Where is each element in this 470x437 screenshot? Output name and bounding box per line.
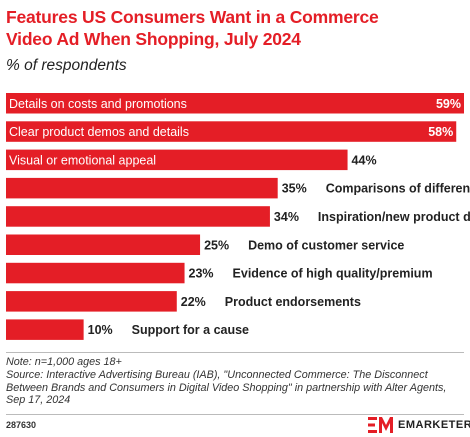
note-line: Sep 17, 2024 <box>6 394 71 407</box>
bar-chart: Details on costs and promotions 59% Clear … <box>6 93 470 340</box>
bar-value-label: 22% <box>181 295 206 309</box>
chart-id: 287630 <box>6 420 37 430</box>
bar-category-label: Evidence of high quality/premium <box>233 267 433 281</box>
bar-category-label: Inspiration/new product discovery <box>318 210 470 224</box>
chart-subtitle: % of respondents <box>6 57 127 74</box>
bar-group: 35% Comparisons of different products <box>6 177 470 199</box>
bar-value-label: 59% <box>436 97 461 111</box>
note-line: Note: n=1,000 ages 18+ <box>6 356 122 368</box>
bar-category-label: Product endorsements <box>225 295 361 309</box>
chart-title-line-2: Video Ad When Shopping, July 2024 <box>6 29 301 49</box>
brand-name: EMARKETER <box>398 419 470 431</box>
bar-value-label: 35% <box>282 182 307 196</box>
bar-group: 22% Product endorsements <box>6 291 361 312</box>
bar-value-label: 23% <box>189 267 214 281</box>
bar <box>6 291 177 312</box>
note-line: Source: Interactive Advertising Bureau (… <box>6 368 428 381</box>
bar <box>6 149 348 171</box>
footer-divider <box>6 352 464 353</box>
bar-group: Details on costs and promotions 59% <box>6 93 464 114</box>
bar-category-label: Comparisons of different products <box>326 182 470 196</box>
bar-group: 10% Support for a cause <box>6 319 249 340</box>
bar-category-label: Demo of customer service <box>248 238 404 252</box>
bar <box>6 121 457 142</box>
bar <box>6 262 185 284</box>
brand-lockup: EMARKETER <box>368 416 470 434</box>
emarketer-logo-icon <box>368 417 393 433</box>
bar-category-label: Visual or emotional appeal <box>9 153 156 167</box>
bar-category-label: Support for a cause <box>132 323 249 337</box>
bar-group: 34% Inspiration/new product discovery <box>6 206 470 227</box>
bar <box>6 206 270 227</box>
bar-value-label: 58% <box>428 125 453 139</box>
bar <box>6 93 464 114</box>
bar-value-label: 10% <box>88 323 113 337</box>
bar-group: 25% Demo of customer service <box>6 234 404 255</box>
chart-title-line-1: Features US Consumers Want in a Commerce <box>6 7 379 27</box>
chart-title: Features US Consumers Want in a Commerce… <box>6 6 466 50</box>
bar <box>6 234 201 255</box>
source-note: Note: n=1,000 ages 18+ Source: Interacti… <box>6 356 466 407</box>
bar-value-label: 25% <box>204 238 229 252</box>
bar <box>6 319 84 340</box>
bottom-divider <box>6 414 464 415</box>
bar-group: Clear product demos and details 58% <box>6 121 457 142</box>
bar-category-label: Details on costs and promotions <box>9 97 187 111</box>
bar-group: Visual or emotional appeal 44% <box>6 149 377 171</box>
bar-value-label: 44% <box>352 153 377 167</box>
bar-group: 23% Evidence of high quality/premium <box>6 262 433 284</box>
bar <box>6 177 278 199</box>
note-line: Between Brands and Consumers in Digital … <box>6 381 447 394</box>
bar-category-label: Clear product demos and details <box>9 125 189 139</box>
bar-value-label: 34% <box>274 210 299 224</box>
